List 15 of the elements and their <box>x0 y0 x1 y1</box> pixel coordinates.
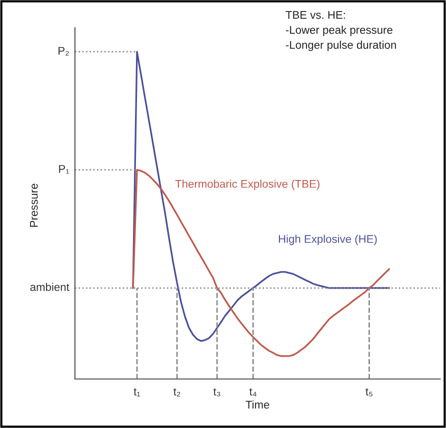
x-tick-label: t₅ <box>366 388 372 396</box>
ref-line-label: P₁ <box>59 165 70 174</box>
ref-line-label: ambient <box>30 282 70 291</box>
text: -Longer pulse duration <box>286 40 396 52</box>
x-tick-label: t₁ <box>134 388 140 396</box>
ref-line-label: P₂ <box>58 46 69 56</box>
text: Pressure <box>30 184 38 227</box>
text: -Lower peak pressure <box>286 26 392 36</box>
text: High Explosive (HE) <box>278 234 377 246</box>
x-tick-label: t₂ <box>173 388 180 396</box>
x-tick-label: t₃ <box>213 388 220 396</box>
x-tick-label: t₄ <box>249 388 256 396</box>
text: TBE vs. HE: <box>286 11 345 19</box>
x-axis-title: Time <box>246 400 270 409</box>
series-label: Thermobaric Explosive (TBE) <box>175 180 320 190</box>
